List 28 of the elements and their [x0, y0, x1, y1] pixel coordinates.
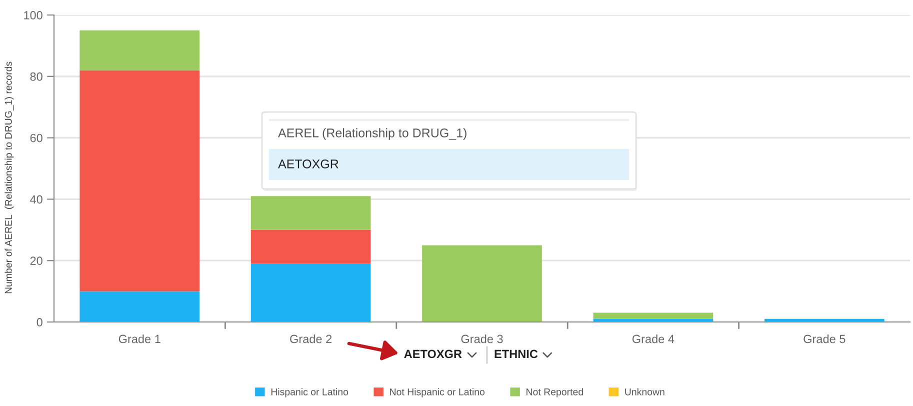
bar: [80, 70, 200, 292]
bar: [593, 312, 714, 319]
y-tick-label: 60: [30, 134, 42, 142]
bar: [250, 196, 371, 230]
bar: [80, 291, 200, 322]
x-tick-label: Grade 1: [118, 334, 160, 344]
bar: [250, 230, 371, 264]
bar: [250, 264, 371, 322]
x-tick-label: Grade 3: [461, 334, 503, 344]
x-tick-label: Grade 5: [804, 334, 846, 344]
x-tick-label: Grade 2: [290, 334, 332, 344]
y-tick-label: 0: [36, 318, 42, 326]
x-axis-title: AETOXGR: [404, 350, 462, 358]
legend-label: Hispanic or Latino: [271, 388, 348, 398]
y-tick-label: 20: [30, 256, 42, 265]
legend-label: Not Hispanic or Latino: [390, 388, 485, 398]
legend-label: Unknown: [625, 388, 664, 396]
y-tick-label: 40: [30, 195, 42, 204]
annotation: AEREL (Relationship to DRUG_1): [278, 128, 466, 140]
y-axis-title: Number of AEREL (Relationship to DRUG_1) records: [4, 62, 14, 294]
bar: [422, 245, 542, 322]
annotation: AETOXGR: [278, 160, 338, 168]
y-tick-label: 100: [24, 11, 42, 20]
bar: [80, 30, 200, 70]
x-tick-label: Grade 4: [632, 334, 674, 344]
legend-label: Not Reported: [526, 388, 583, 398]
legend-title: ETHNIC: [494, 350, 538, 358]
y-tick-label: 80: [30, 72, 42, 81]
